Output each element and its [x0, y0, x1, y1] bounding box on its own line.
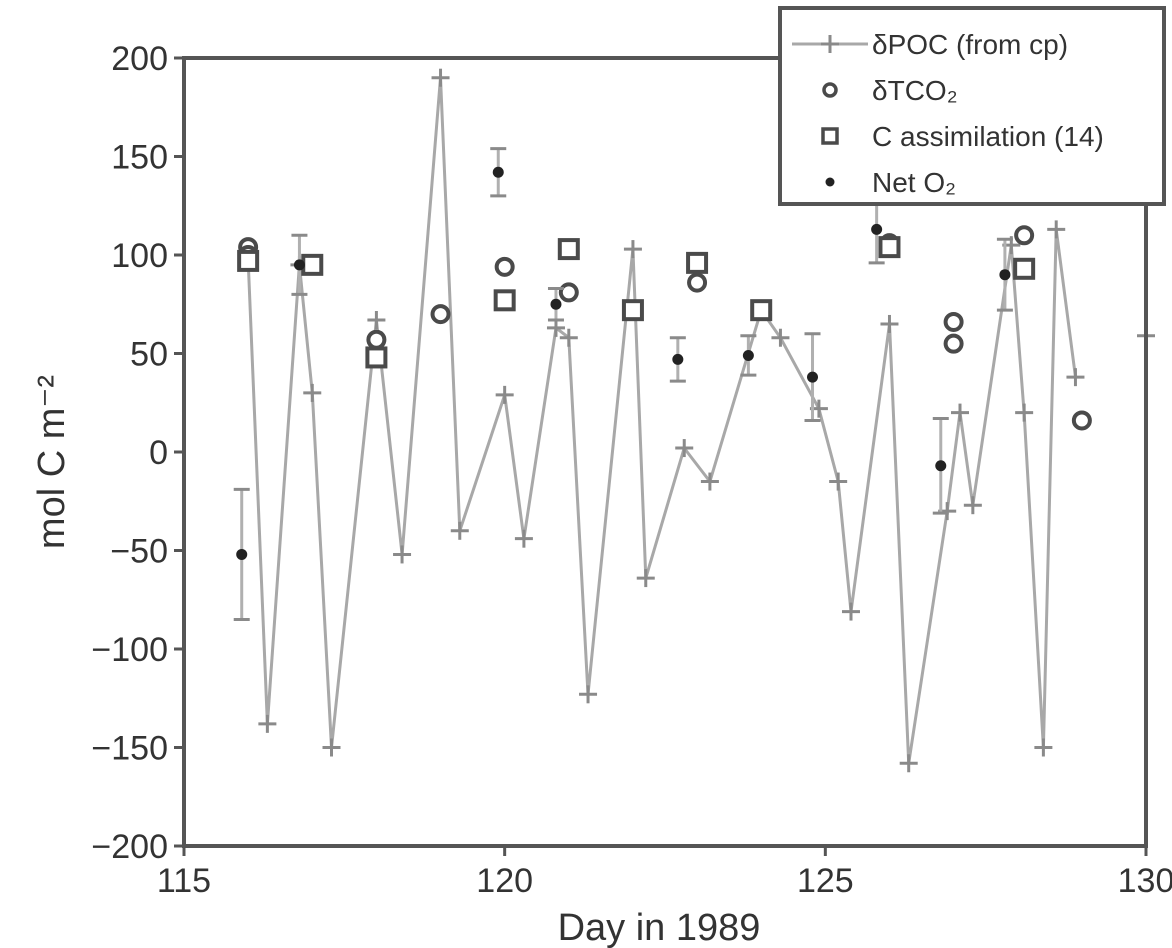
c-assimilation-point — [621, 299, 644, 322]
legend-symbol-plus — [821, 35, 839, 53]
dpoc-point — [1034, 738, 1053, 757]
dtco2-point — [494, 256, 515, 277]
c-assimilation-point — [878, 236, 901, 259]
legend-symbol-circle — [822, 82, 838, 98]
y-tick-label: −100 — [91, 631, 168, 669]
y-axis-title: mol C m⁻² — [31, 375, 73, 549]
legend-box — [778, 6, 1166, 206]
net-o2-point — [742, 349, 754, 361]
net-o2-point — [293, 259, 305, 271]
dpoc-point — [431, 68, 450, 87]
net-o2-point — [550, 298, 562, 310]
dtco2-point — [430, 304, 451, 325]
dtco2-point — [1071, 410, 1092, 431]
dpoc-point — [450, 521, 469, 540]
c-assimilation-point — [237, 249, 260, 272]
dpoc-point — [393, 545, 412, 564]
dpoc-point — [899, 754, 918, 773]
y-tick-label: 150 — [111, 139, 168, 177]
net-o2-point — [999, 269, 1011, 281]
dpoc-point — [623, 240, 642, 259]
net-o2-point — [492, 166, 504, 178]
dpoc-point — [322, 738, 341, 757]
c-assimilation-point — [365, 346, 388, 369]
net-o2-point — [935, 460, 947, 472]
x-tick-label: 125 — [797, 862, 854, 900]
dpoc-point — [1047, 220, 1066, 239]
y-tick-label: −200 — [91, 828, 168, 866]
dpoc-point — [880, 314, 899, 333]
dtco2-point — [687, 272, 708, 293]
x-axis-title: Day in 1989 — [558, 907, 761, 948]
dpoc-point — [579, 685, 598, 704]
legend-label: Net O₂ — [872, 167, 956, 198]
dtco2-point — [1014, 225, 1035, 246]
dtco2-point — [943, 333, 964, 354]
dpoc-point — [1066, 368, 1085, 387]
c-assimilation-point — [493, 289, 516, 312]
x-tick-label: 115 — [157, 862, 211, 900]
dpoc-point — [559, 328, 578, 347]
y-tick-label: 0 — [149, 434, 168, 472]
dpoc-point — [258, 714, 277, 733]
x-tick-label: 120 — [476, 862, 533, 900]
y-tick-label: −50 — [110, 533, 168, 571]
y-tick-label: 100 — [111, 237, 168, 275]
dpoc-point — [367, 311, 386, 330]
c-assimilation-point — [301, 253, 324, 276]
dpoc-point — [829, 472, 848, 491]
dpoc-point — [700, 472, 719, 491]
y-tick-label: −150 — [91, 730, 168, 768]
data-marks — [233, 68, 1155, 773]
axes: −200 −150 −100 −50 0 50 100 150 200 115 120 125 130 D… — [31, 40, 1172, 948]
legend: δPOC (from cp) δTCO₂ C assimilation (14) Ne… — [778, 6, 1166, 206]
legend-label: δTCO₂ — [872, 75, 958, 106]
legend-label: C assimilation (14) — [872, 121, 1104, 152]
legend-label: δPOC (from cp) — [872, 29, 1068, 60]
c-assimilation-point — [1013, 257, 1036, 280]
net-o2-point — [871, 223, 883, 235]
net-o2-point — [672, 353, 684, 365]
c-assimilation-point — [750, 299, 773, 322]
dpoc-point — [636, 569, 655, 588]
y-tick-label: 200 — [111, 40, 168, 78]
dtco2-point — [943, 311, 964, 332]
net-o2-point — [807, 371, 819, 383]
net-o2-point — [236, 548, 248, 560]
dtco2-point — [366, 329, 387, 350]
dtco2-point — [558, 282, 579, 303]
dpoc-point — [771, 328, 790, 347]
dpoc-point — [546, 318, 565, 337]
dpoc-point — [1015, 403, 1034, 422]
dpoc-point — [963, 496, 982, 515]
dpoc-point — [514, 529, 533, 548]
legend-symbol-dot — [825, 177, 835, 187]
c-assimilation-point — [557, 238, 580, 261]
legend-symbol-square — [821, 127, 839, 145]
dpoc-point — [841, 602, 860, 621]
dpoc-point — [303, 383, 322, 402]
dpoc-point — [951, 403, 970, 422]
dpoc-point — [495, 385, 514, 404]
x-tick-label: 130 — [1118, 862, 1172, 900]
dpoc-point — [675, 439, 694, 458]
y-tick-label: 50 — [130, 336, 168, 374]
c-assimilation-point — [686, 251, 709, 274]
